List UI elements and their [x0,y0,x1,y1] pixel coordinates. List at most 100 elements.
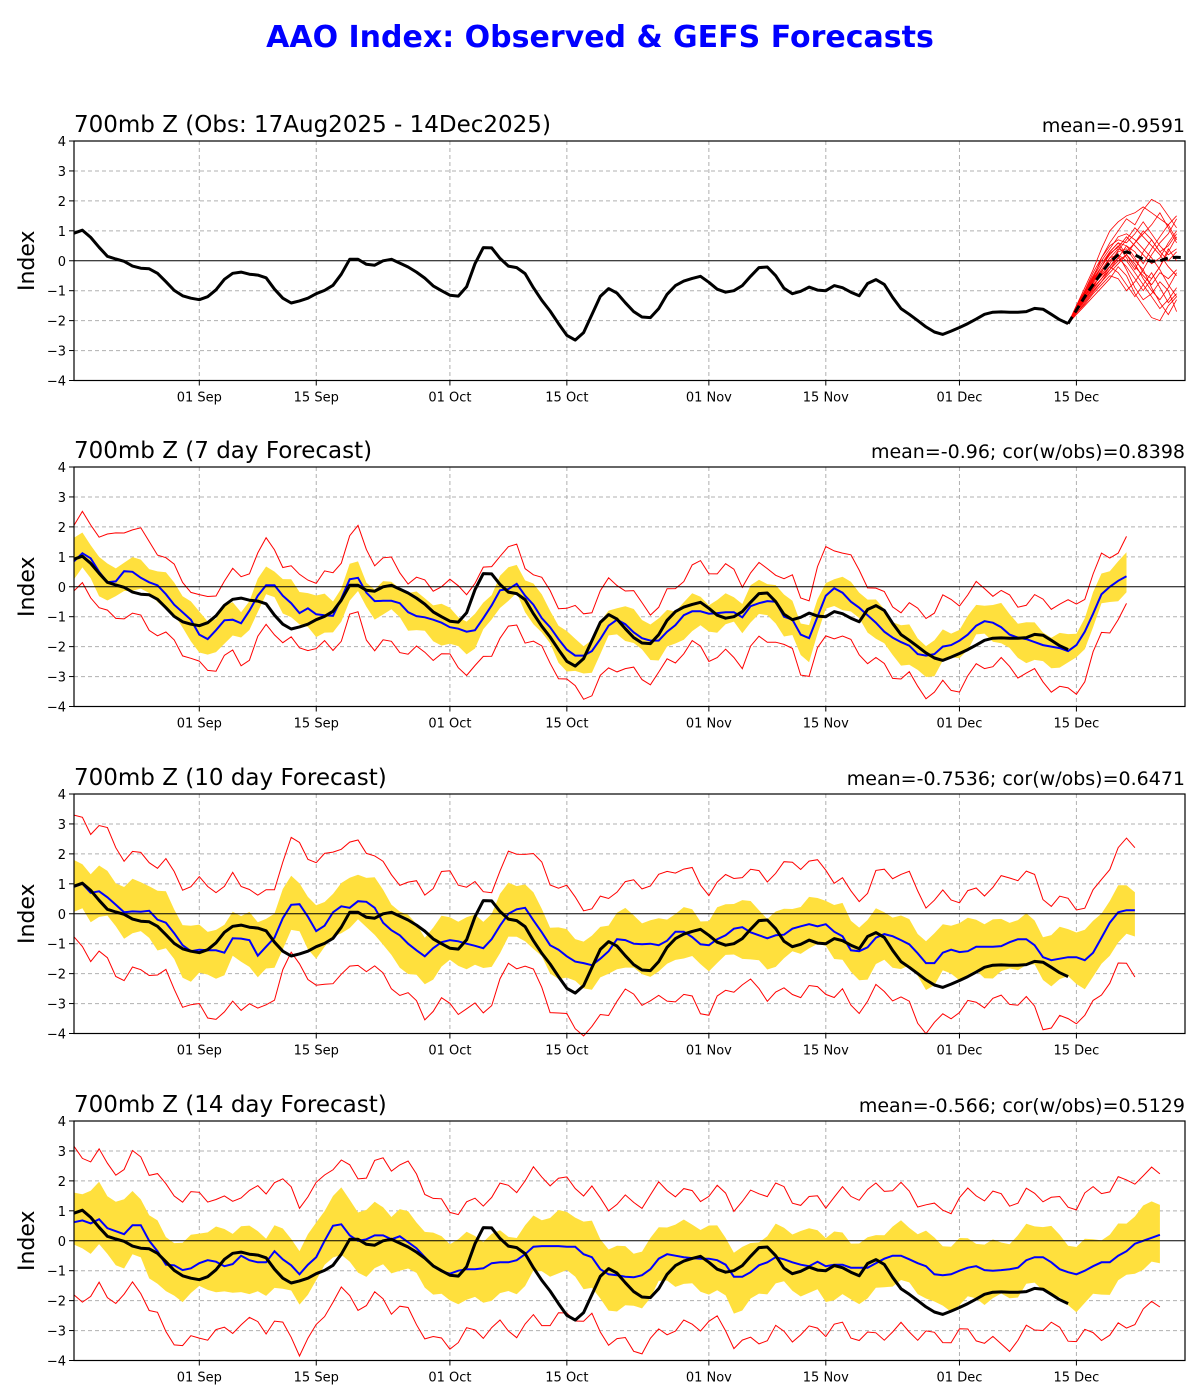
y-axis-label: Index [15,883,40,944]
y-tick-label: −2 [47,968,66,983]
y-tick-label: 2 [58,521,66,536]
y-tick-label: −3 [47,671,66,686]
x-tick-label: 15 Dec [1053,717,1099,732]
y-tick-label: 4 [58,135,66,150]
x-tick-label: 01 Dec [937,717,983,732]
x-tick-label: 01 Nov [686,717,732,732]
panel-title: 700mb Z (10 day Forecast) [74,765,387,791]
x-tick-label: 15 Dec [1053,391,1099,406]
x-tick-label: 01 Oct [428,717,471,732]
panel-title: 700mb Z (14 day Forecast) [74,1092,387,1118]
y-tick-label: 1 [58,551,66,566]
x-tick-label: 15 Oct [545,1044,588,1059]
x-tick-label: 15 Sep [294,1371,339,1386]
x-tick-label: 15 Sep [294,1044,339,1059]
y-tick-label: −2 [47,641,66,656]
y-tick-label: −4 [47,1028,66,1043]
x-tick-label: 15 Nov [803,1044,849,1059]
spread-band [74,860,1135,990]
y-tick-label: −2 [47,315,66,330]
x-tick-label: 01 Oct [428,1371,471,1386]
min-member-line [73,1281,1161,1358]
panel-2: 4 3 2 1 0 −1 −2 −3 −4 01 Sep 15 Sep 01 Oct 15 Oct 01 … [15,438,1186,732]
ensemble-member-line [1067,254,1177,324]
y-tick-label: −3 [47,1325,66,1340]
y-tick-label: 3 [58,491,66,506]
y-tick-label: 2 [58,195,66,210]
panel-title: 700mb Z (Obs: 17Aug2025 - 14Dec2025) [74,112,551,138]
x-tick-label: 15 Oct [545,391,588,406]
ensemble-member-line [1067,236,1177,324]
x-tick-label: 15 Nov [803,717,849,732]
ensemble-member-line [1067,248,1177,324]
y-tick-label: 2 [58,848,66,863]
ensemble-member-line [1067,266,1177,324]
x-tick-label: 01 Nov [686,1044,732,1059]
ensemble-member-line [1067,212,1177,324]
y-tick-label: 3 [58,818,66,833]
y-tick-label: 0 [58,908,66,923]
x-tick-label: 15 Nov [803,1371,849,1386]
y-tick-label: 1 [58,225,66,240]
ensemble-member-line [1067,242,1177,324]
ensemble-member-line [1067,268,1177,324]
panel-stat: mean=-0.96; cor(w/obs)=0.8398 [871,441,1185,463]
x-tick-label: 01 Dec [937,391,983,406]
x-tick-label: 01 Sep [177,1371,222,1386]
panel-stat: mean=-0.7536; cor(w/obs)=0.6471 [847,768,1185,790]
panel-4: 4 3 2 1 0 −1 −2 −3 −4 01 Sep 15 Sep 01 Oct 15 Oct 01 … [15,1092,1186,1386]
ensemble-member-line [1067,224,1177,324]
x-tick-label: 01 Oct [428,391,471,406]
observed-line [73,228,1069,342]
observed-line [73,554,1069,668]
observed-line [73,1208,1069,1322]
min-member-line [73,936,1136,1037]
y-tick-label: 0 [58,1235,66,1250]
panel-stat: mean=-0.566; cor(w/obs)=0.5129 [859,1095,1185,1117]
y-tick-label: 3 [58,165,66,180]
x-tick-label: 01 Sep [177,717,222,732]
x-tick-label: 15 Oct [545,1371,588,1386]
y-tick-label: 0 [58,581,66,596]
y-tick-label: 4 [58,461,66,476]
ensemble-member-line [1067,218,1177,324]
y-tick-label: −3 [47,998,66,1013]
y-tick-label: −3 [47,345,66,360]
panel-3: 4 3 2 1 0 −1 −2 −3 −4 01 Sep 15 Sep 01 Oct 15 Oct 01 … [15,765,1186,1059]
ensemble-member-line [1067,221,1177,324]
x-tick-label: 15 Sep [294,717,339,732]
panel-title: 700mb Z (7 day Forecast) [74,438,372,464]
y-tick-label: 2 [58,1175,66,1190]
max-member-line [73,510,1127,620]
x-tick-label: 15 Sep [294,391,339,406]
x-tick-label: 15 Dec [1053,1371,1099,1386]
ensemble-mean-line [1066,250,1186,325]
max-member-line [73,814,1136,912]
y-tick-label: −1 [47,285,66,300]
y-tick-label: −4 [47,701,66,716]
spread-band [74,1181,1160,1314]
y-axis-label: Index [15,230,40,291]
panel-1: 4 3 2 1 0 −1 −2 −3 −4 01 Sep 15 Sep 01 Oct 15 Oct 01 … [15,112,1186,406]
y-tick-label: −4 [47,375,66,390]
y-tick-label: −1 [47,611,66,626]
x-tick-label: 01 Oct [428,1044,471,1059]
panel-stat: mean=-0.9591 [1042,115,1185,137]
y-tick-label: 1 [58,1205,66,1220]
y-axis-label: Index [15,556,40,617]
y-tick-label: 4 [58,788,66,803]
x-tick-label: 01 Nov [686,1371,732,1386]
x-tick-label: 01 Sep [177,1044,222,1059]
y-tick-label: −1 [47,938,66,953]
y-tick-label: −1 [47,1265,66,1280]
y-tick-label: 4 [58,1115,66,1130]
y-axis-label: Index [15,1210,40,1271]
ensemble-member-line [1067,206,1177,324]
y-tick-label: −2 [47,1295,66,1310]
ensemble-member-line [1067,230,1177,324]
x-tick-label: 15 Nov [803,391,849,406]
y-tick-label: 3 [58,1145,66,1160]
y-tick-label: 0 [58,255,66,270]
forecast-mean-line [73,551,1127,657]
